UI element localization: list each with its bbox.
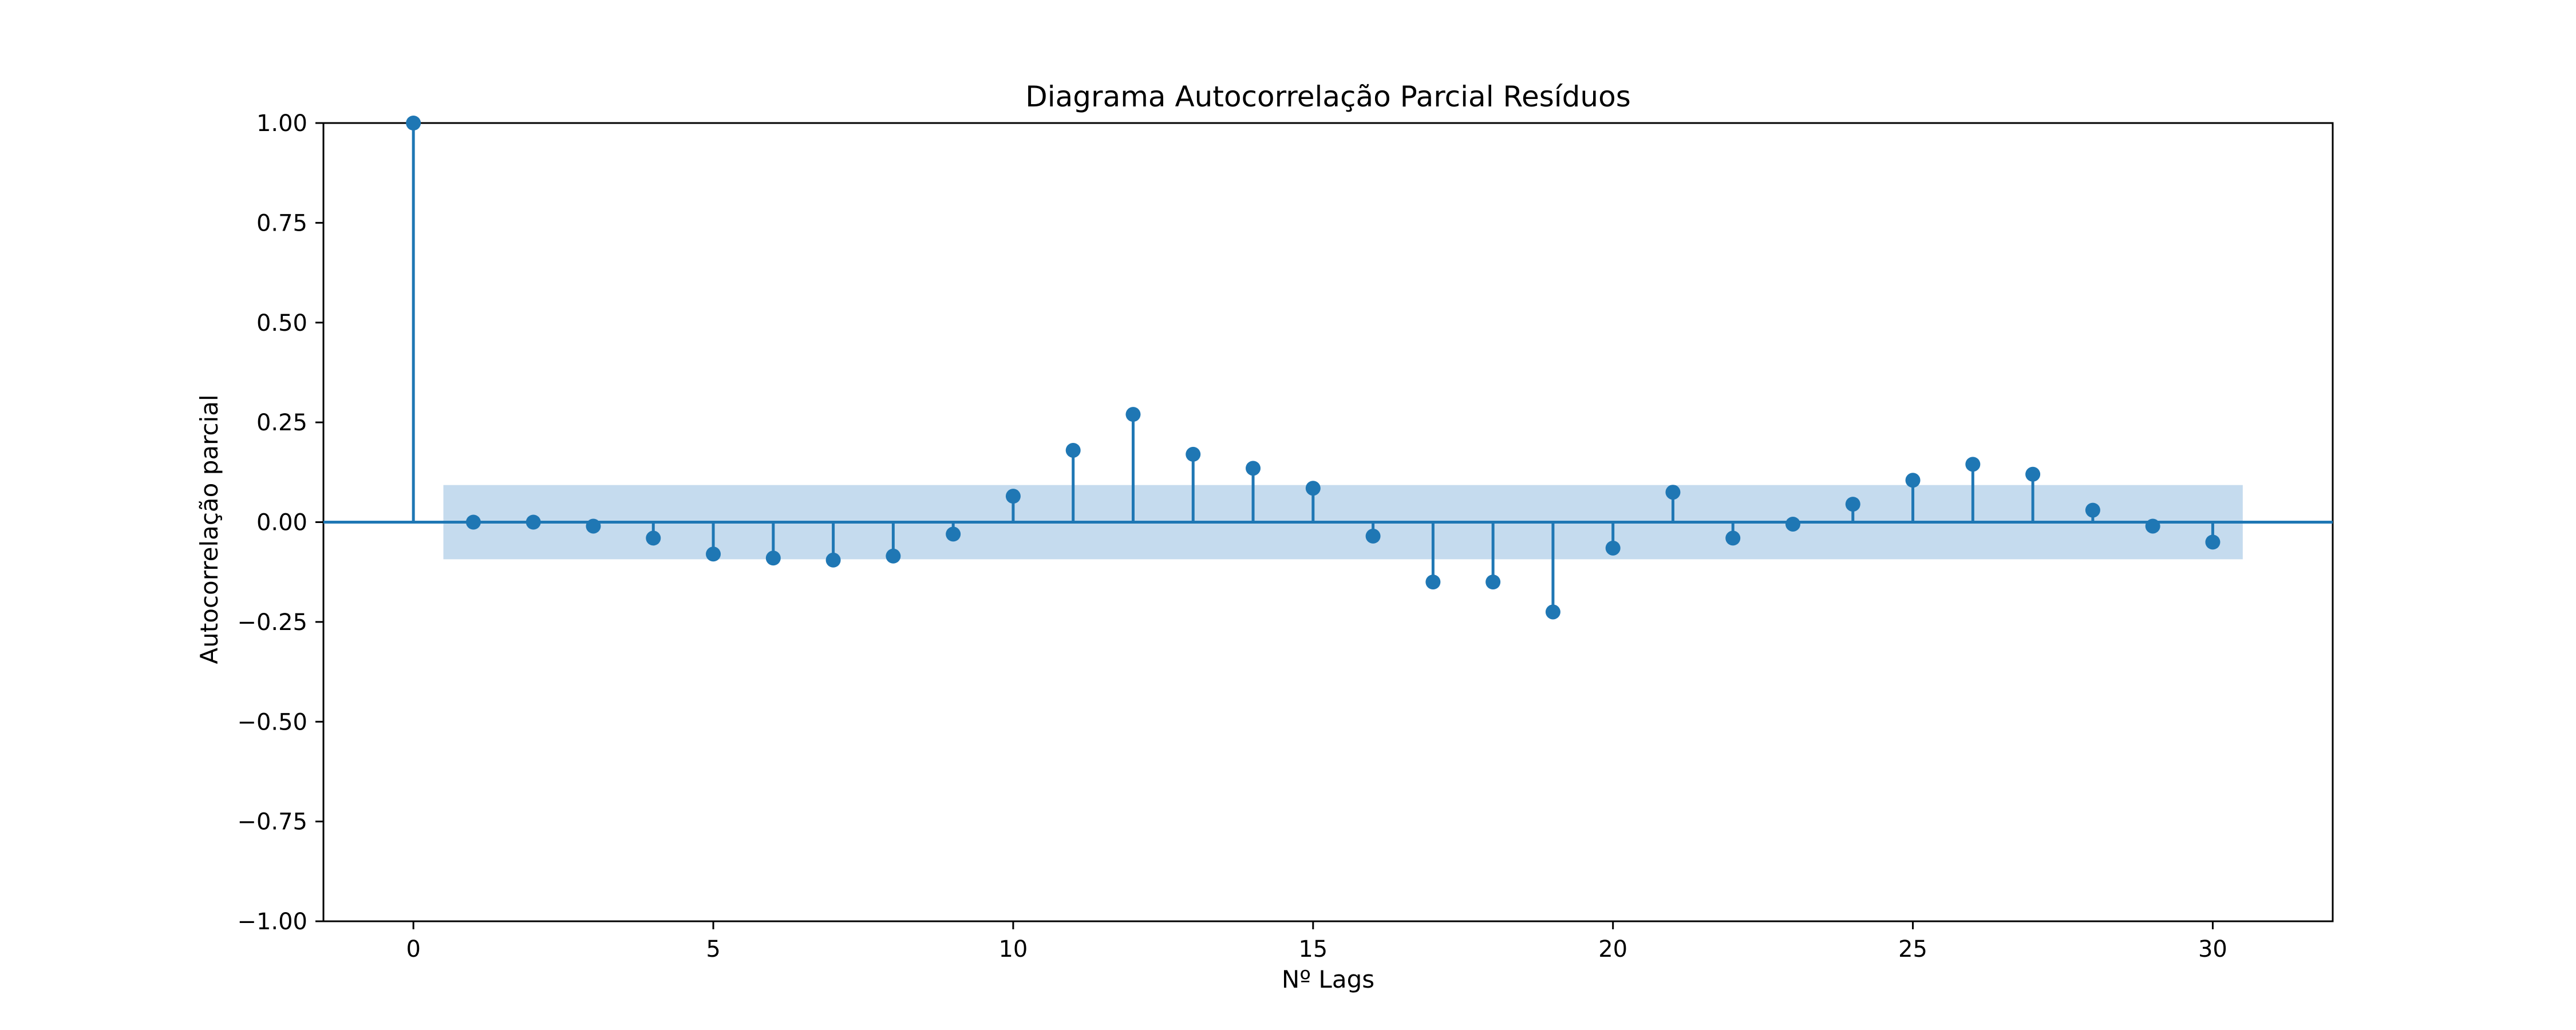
pacf-point xyxy=(406,116,421,130)
y-tick-label: −0.50 xyxy=(237,709,307,735)
chart-title: Diagrama Autocorrelação Parcial Resíduos xyxy=(1025,80,1631,113)
pacf-point xyxy=(2205,534,2221,550)
x-tick-label: 20 xyxy=(1598,936,1627,962)
ticks-layer: 0 5 10 15 20 25 30 1.00 0.75 0.50 0.25 0.00 −0.25 −0.… xyxy=(237,110,2227,962)
pacf-point xyxy=(825,552,841,568)
pacf-point xyxy=(1305,481,1321,496)
y-tick-label: −0.25 xyxy=(237,609,307,636)
x-axis-label: Nº Lags xyxy=(1282,965,1374,993)
y-tick-label: 0.75 xyxy=(256,210,307,236)
y-tick-label: 0.50 xyxy=(256,310,307,336)
pacf-point xyxy=(646,530,661,546)
pacf-point xyxy=(1005,489,1021,504)
x-tick-label: 5 xyxy=(706,936,720,962)
y-tick-label: −0.75 xyxy=(237,809,307,835)
x-tick-label: 10 xyxy=(998,936,1028,962)
pacf-point xyxy=(1365,528,1381,544)
pacf-point xyxy=(2145,518,2160,534)
y-tick-label: 1.00 xyxy=(256,110,307,137)
pacf-point xyxy=(526,514,541,530)
pacf-point xyxy=(1425,575,1441,590)
pacf-point xyxy=(1065,442,1081,458)
pacf-point xyxy=(946,526,961,542)
stems-layer xyxy=(323,123,2333,612)
pacf-point xyxy=(2025,466,2041,482)
pacf-point xyxy=(1246,461,1261,476)
pacf-point xyxy=(1186,446,1201,462)
y-tick-label: 0.25 xyxy=(256,410,307,436)
pacf-point xyxy=(1905,473,1921,488)
pacf-point xyxy=(465,514,481,530)
y-axis-label: Autocorrelação parcial xyxy=(195,394,223,664)
pacf-point xyxy=(1485,575,1501,590)
pacf-point xyxy=(1785,516,1801,532)
x-tick-label: 0 xyxy=(406,936,420,962)
pacf-point xyxy=(586,518,601,534)
pacf-point xyxy=(1125,407,1141,422)
pacf-point xyxy=(1725,530,1741,546)
y-tick-label: 0.00 xyxy=(256,510,307,536)
x-tick-label: 25 xyxy=(1898,936,1927,962)
markers-layer xyxy=(406,116,2221,620)
x-tick-label: 15 xyxy=(1298,936,1327,962)
pacf-point xyxy=(1545,604,1560,620)
pacf-point xyxy=(1665,485,1681,500)
pacf-point xyxy=(765,550,781,566)
pacf-point xyxy=(2085,502,2100,518)
x-tick-label: 30 xyxy=(2198,936,2227,962)
pacf-point xyxy=(1845,497,1860,512)
pacf-point xyxy=(706,546,721,562)
y-tick-label: −1.00 xyxy=(237,909,307,935)
pacf-point xyxy=(1605,540,1621,556)
pacf-point xyxy=(886,548,901,564)
pacf-point xyxy=(1965,457,1981,472)
